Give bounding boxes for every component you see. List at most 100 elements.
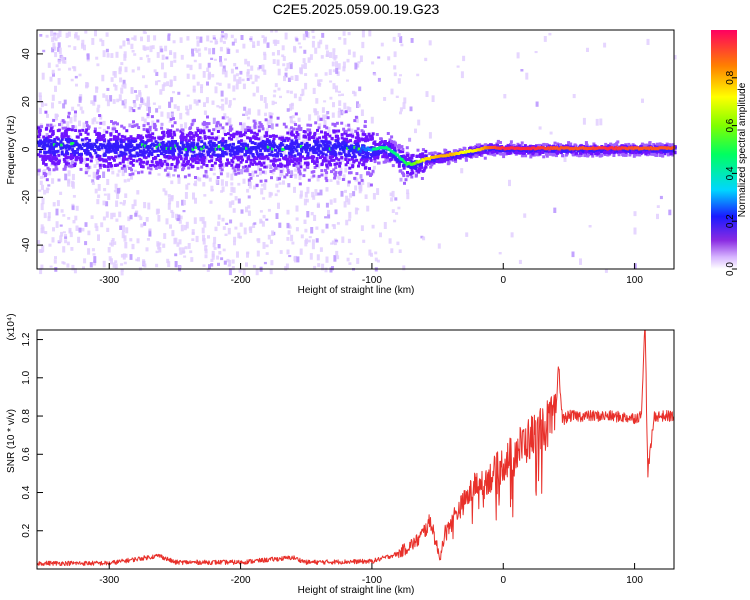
ridge-cell [398,155,401,159]
ridge-cell [515,146,518,150]
noise-cell [372,193,376,200]
band-cell [566,144,570,148]
noise-cell [226,172,230,178]
band-cell [136,154,140,158]
noise-cell [324,114,328,120]
band-cell [79,154,83,158]
noise-cell [286,237,290,241]
noise-cell [114,85,118,91]
ridge-cell [448,152,452,156]
ridge-cell [490,146,494,149]
band-cell [88,152,92,156]
band-cell [306,164,309,168]
noise-cell [272,59,276,64]
band-cell [535,152,539,156]
band-cell [348,166,352,170]
noise-cell [338,107,342,113]
band-cell [128,166,132,170]
band-cell [315,159,319,163]
ridge-cell [308,148,312,151]
noise-cell [49,76,53,82]
noise-cell [258,172,262,176]
noise-cell [332,83,336,90]
band-cell [207,122,211,126]
band-cell [116,142,120,146]
band-cell [216,176,220,179]
ridge-cell [487,146,491,150]
band-cell [63,134,67,138]
band-cell [198,152,202,156]
ridge-cell [437,154,440,158]
ridge-cell [126,145,130,149]
ridge-cell [434,155,437,159]
band-cell [368,134,372,138]
noise-cell [376,188,380,195]
band-cell [398,150,402,154]
noise-cell [321,32,325,38]
noise-cell [71,106,75,111]
band-cell [96,171,99,175]
noise-cell [586,47,589,52]
noise-cell [137,107,141,110]
band-cell [127,137,131,141]
band-cell [386,132,390,135]
band-cell [388,153,392,157]
band-cell [673,151,677,155]
band-cell [399,160,403,164]
noise-cell [238,268,242,273]
noise-cell [347,238,351,244]
ridge-cell [324,147,327,151]
noise-cell [244,132,248,138]
band-cell [181,163,185,167]
band-cell [140,139,144,143]
band-cell [74,140,78,144]
noise-cell [146,96,150,104]
noise-cell [54,52,58,58]
ridge-cell [276,146,280,150]
noise-cell [364,194,368,199]
band-cell [37,169,41,173]
noise-cell [202,71,206,78]
band-cell [360,148,364,152]
band-cell [435,157,439,161]
noise-cell [157,80,161,83]
band-cell [132,159,135,162]
band-cell [187,139,191,143]
noise-cell [177,214,181,221]
band-cell [227,161,231,165]
band-cell [627,142,631,146]
band-cell [213,148,216,151]
noise-cell [325,223,329,229]
noise-cell [174,261,178,268]
ridge-cell [427,157,430,161]
band-cell [246,136,250,140]
ridge-cell [194,146,197,150]
ridge-cell [461,151,465,154]
band-cell [171,142,175,146]
band-cell [560,149,564,153]
band-cell [46,156,50,160]
noise-cell [95,161,99,165]
band-cell [280,163,284,167]
band-cell [161,144,165,148]
band-cell [237,140,241,144]
band-cell [148,125,152,129]
noise-cell [131,69,135,73]
band-cell [97,136,100,140]
noise-cell [252,223,256,228]
band-cell [74,110,77,114]
band-cell [127,139,131,143]
noise-cell [60,122,64,127]
band-cell [40,125,44,129]
band-cell [289,132,293,136]
band-cell [306,128,310,132]
band-cell [394,143,398,147]
ridge-cell [295,145,299,149]
band-cell [509,143,513,147]
band-cell [255,133,259,137]
band-cell [229,125,232,129]
band-cell [146,122,150,126]
band-cell [668,143,672,147]
noise-cell [354,185,358,191]
